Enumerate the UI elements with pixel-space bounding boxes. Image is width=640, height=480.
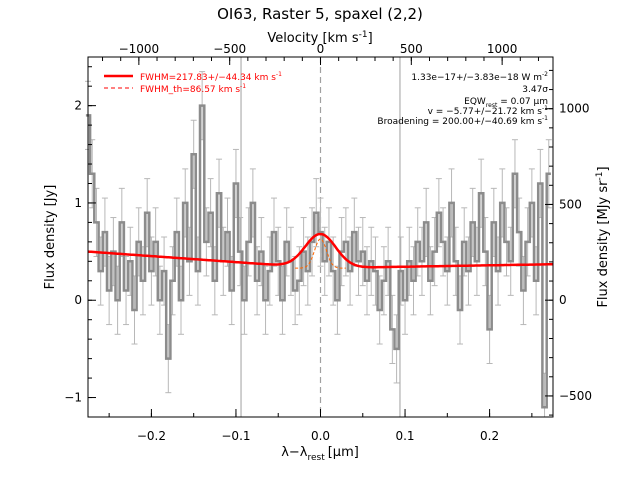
top-axis-label: Velocity [km s-1] [267, 30, 372, 46]
chart-title: OI63, Raster 5, spaxel (2,2) [217, 5, 423, 23]
left-axis-ticks: −1 0 1 2 [64, 66, 96, 418]
annotation-broadening: Broadening = 200.00+/−40.69 km s-1 [377, 115, 548, 127]
top-tick-label: 1000 [487, 42, 518, 56]
annotation-velocity: v = −5.77+/−21.72 km s-1 [428, 105, 549, 117]
gaussian-fit-line [87, 232, 554, 269]
legend-fwhm-label: FWHM=217.83+/−44.34 km s-1 [140, 71, 282, 83]
thermal-profile-line [295, 238, 346, 269]
fit-annotations: 1.33e−17+/−3.83e−18 W m-2 3.47σ EQWrest … [377, 71, 548, 127]
x-tick-label: 0.2 [480, 429, 499, 443]
right-tick-label: −500 [559, 389, 592, 403]
right-axis-label: Flux density [MJy sr-1] [595, 166, 611, 307]
left-axis-label: Flux density [Jy] [43, 185, 58, 290]
top-tick-label: −500 [213, 42, 246, 56]
right-tick-label: 0 [559, 293, 567, 307]
top-tick-label: −1000 [119, 42, 160, 56]
y-tick-label: 2 [74, 99, 82, 113]
right-tick-label: 1000 [559, 102, 590, 116]
x-tick-label: 0.0 [311, 429, 330, 443]
top-axis-ticks: −1000 −500 0 500 1000 [102, 42, 539, 65]
x-tick-label: −0.2 [137, 429, 166, 443]
top-tick-label: 0 [317, 42, 325, 56]
annotation-eqw: EQWrest = 0.07 μm [464, 97, 548, 109]
y-tick-label: −1 [64, 391, 82, 405]
legend-fwhm-th-label: FWHM_th=86.57 km s-1 [140, 83, 246, 95]
right-axis-ticks: −500 0 500 1000 [545, 69, 592, 416]
top-tick-label: 500 [400, 42, 423, 56]
x-tick-label: −0.1 [221, 429, 250, 443]
legend: FWHM=217.83+/−44.34 km s-1 FWHM_th=86.57… [104, 71, 282, 95]
right-tick-label: 500 [559, 197, 582, 211]
bottom-axis-label: λ−λrest [μm] [281, 445, 359, 463]
annotation-sigma: 3.47σ [522, 85, 548, 95]
annotation-flux: 1.33e−17+/−3.83e−18 W m-2 [411, 71, 548, 83]
y-tick-label: 0 [74, 293, 82, 307]
bottom-axis-ticks: −0.2 −0.1 0.0 0.1 0.2 [108, 409, 533, 443]
flux-spectrum-line [85, 104, 551, 409]
y-tick-label: 1 [74, 196, 82, 210]
x-tick-label: 0.1 [395, 429, 414, 443]
